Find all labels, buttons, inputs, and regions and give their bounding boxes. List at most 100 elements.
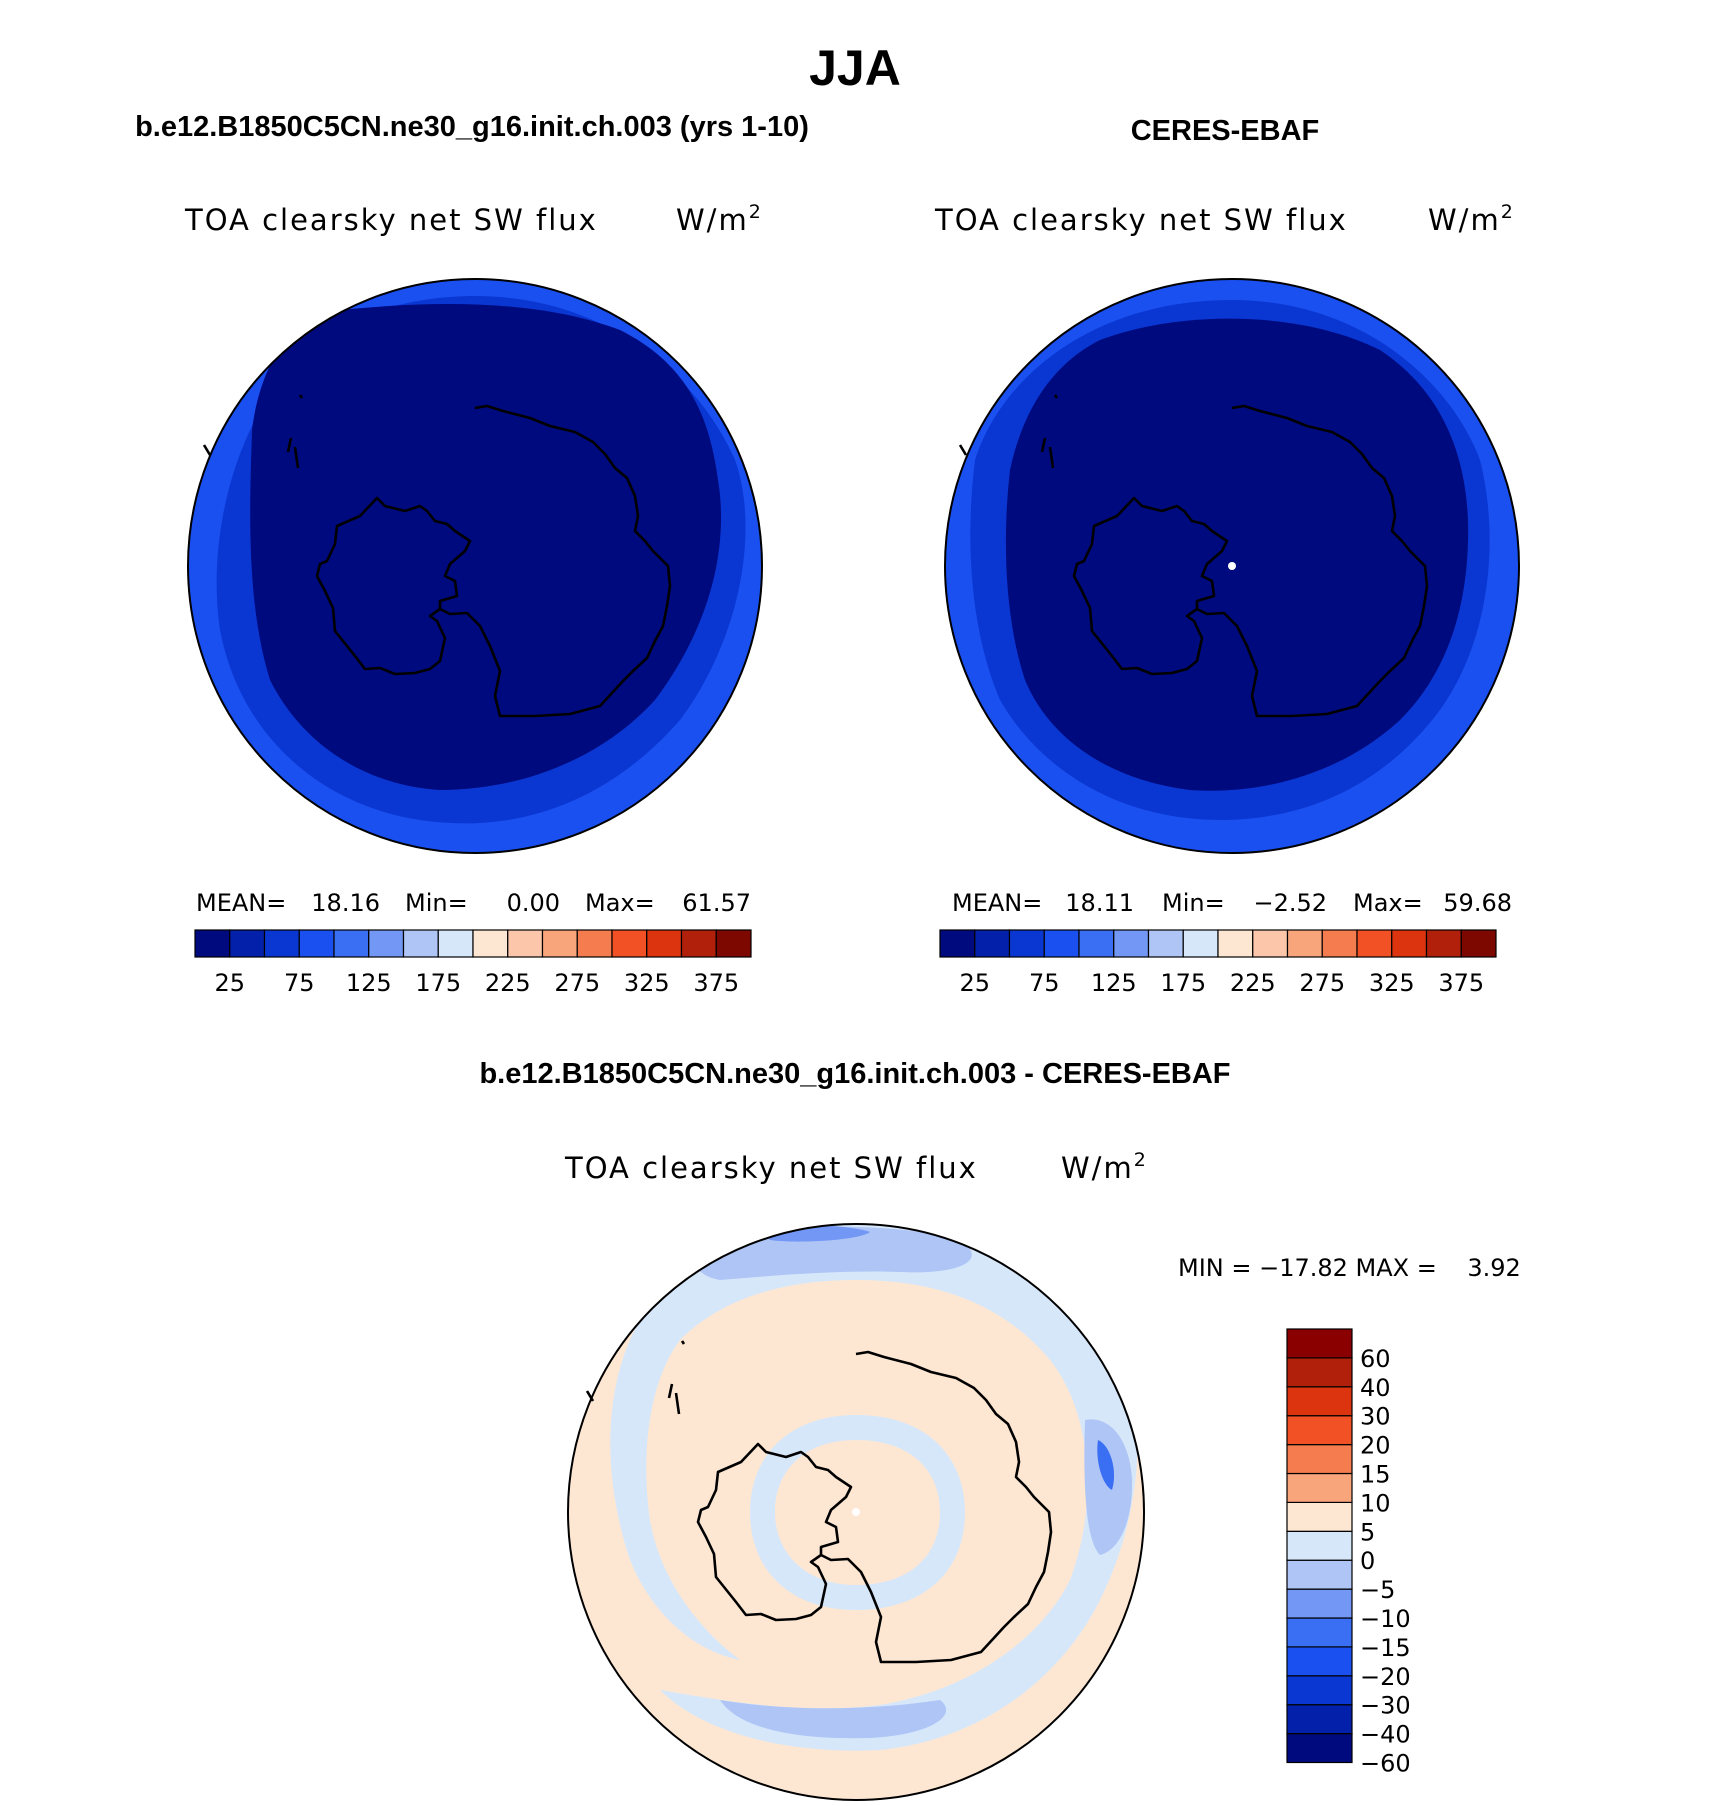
model-colorbar-tick-label: 25 [214,969,245,997]
obs-colorbar-tick-label: 325 [1369,969,1415,997]
obs-colorbar-box [1043,929,1080,958]
obs-variable-label: TOA clearsky net SW flux [934,203,1348,237]
diff-polar-map [568,1224,1144,1800]
model-colorbar-tick-label: 225 [485,969,531,997]
obs-colorbar-box [1425,929,1462,958]
obs-colorbar-tick-label: 225 [1230,969,1276,997]
diff-colorbar-box [1286,1675,1353,1706]
diff-peninsula-islands [585,1340,686,1415]
obs-colorbar-box [1078,929,1115,958]
diff-colorbar-tick-label: −5 [1360,1576,1395,1604]
diff-map-patch-dark-east [1097,1440,1115,1490]
diff-colorbar-box [1286,1530,1353,1561]
diff-colorbar-tick-label: −15 [1360,1634,1411,1662]
model-colorbar-box [402,929,439,958]
diff-colorbar-tick-label: 60 [1360,1345,1391,1373]
diff-colorbar-box [1286,1415,1353,1446]
diff-colorbar-box [1286,1646,1353,1677]
obs-colorbar-box [1356,929,1393,958]
model-colorbar-box [333,929,370,958]
diff-colorbar-tick-label: −60 [1360,1750,1411,1778]
obs-colorbar-box [1321,929,1358,958]
diff-colorbar-tick-label: 20 [1360,1432,1391,1460]
diff-units-label: W/m2 [1061,1149,1148,1185]
diff-colorbar-box [1286,1472,1353,1503]
diff-minmax: MIN = −17.82 MAX = 3.92 [1178,1254,1521,1282]
diff-colorbar-box [1286,1443,1353,1475]
model-colorbar-box [368,929,405,958]
svg-text:Max=: Max= [585,889,655,917]
svg-text:59.68: 59.68 [1443,889,1512,917]
obs-colorbar-box [939,929,976,958]
model-colorbar-box [541,929,578,958]
svg-text:MEAN=: MEAN= [196,889,286,917]
obs-colorbar-tick-label: 375 [1438,969,1484,997]
diff-colorbar-box [1286,1588,1353,1619]
svg-text:61.57: 61.57 [682,889,751,917]
diff-colorbar-tick-label: 5 [1360,1518,1375,1546]
obs-polar-map [945,279,1519,853]
model-colorbar-box [611,929,648,958]
model-variable-label: TOA clearsky net SW flux [184,203,598,237]
model-colorbar-box [472,929,509,958]
svg-text:Max=: Max= [1353,889,1423,917]
diff-panel: b.e12.B1850C5CN.ne30_g16.init.ch.003 - C… [479,1058,1521,1801]
diff-colorbar-tick-label: −10 [1360,1605,1411,1633]
svg-text:Min=: Min= [405,889,468,917]
diff-title: b.e12.B1850C5CN.ne30_g16.init.ch.003 - C… [479,1058,1230,1090]
model-colorbar-tick-label: 325 [624,969,670,997]
obs-colorbar-box [1286,929,1323,958]
diff-colorbar-tick-label: −20 [1360,1663,1411,1691]
model-colorbar-tick-label: 375 [693,969,739,997]
obs-map-interior [1005,318,1469,791]
model-colorbar: 25 75 125 175 225 275 325 375 [194,929,752,997]
obs-panel: CERES-EBAF TOA clearsky net SW flux W/m2… [934,115,1520,997]
obs-colorbar-tick-label: 25 [959,969,990,997]
obs-colorbar-tick-label: 75 [1029,969,1060,997]
diff-colorbar-box [1286,1617,1353,1648]
diff-south-pole-marker [852,1508,860,1516]
diff-map-patch-east [1084,1419,1133,1555]
model-colorbar-box [229,929,266,958]
model-colorbar-tick-label: 125 [346,969,392,997]
model-colorbar-box [507,929,544,958]
obs-map-border [944,278,1520,854]
diff-colorbar-box [1286,1732,1353,1764]
diff-map-border [567,1223,1145,1801]
svg-text:0.00: 0.00 [507,889,560,917]
diff-colorbar-box [1286,1501,1353,1532]
obs-colorbar-box [1391,929,1428,958]
obs-colorbar-box [1008,929,1045,958]
model-colorbar-box [715,929,752,958]
model-title: b.e12.B1850C5CN.ne30_g16.init.ch.003 (yr… [135,111,809,143]
diff-colorbar-box [1286,1328,1353,1359]
model-peninsula-islands [202,394,304,469]
diff-map-patch-south [720,1700,947,1739]
diff-colorbar-box [1286,1386,1353,1417]
model-colorbar-tick-label: 175 [415,969,461,997]
obs-colorbar-tick-label: 175 [1160,969,1206,997]
obs-colorbar-box [1147,929,1184,958]
diff-variable-label: TOA clearsky net SW flux [564,1151,978,1185]
obs-colorbar-box [1460,929,1497,958]
model-polar-map [188,279,762,853]
model-colorbar-box [576,929,613,958]
svg-text:18.16: 18.16 [311,889,380,917]
diff-colorbar-tick-label: −40 [1360,1721,1411,1749]
diff-colorbar-box [1286,1559,1353,1590]
obs-colorbar-box [1252,929,1289,958]
model-colorbar-box [298,929,335,958]
obs-peninsula-islands [958,394,1059,469]
obs-colorbar-box [1113,929,1150,958]
svg-text:Min=: Min= [1162,889,1225,917]
obs-units-label: W/m2 [1428,201,1515,237]
svg-text:18.11: 18.11 [1065,889,1134,917]
model-colorbar-box [646,929,683,958]
diff-colorbar-tick-label: 40 [1360,1374,1391,1402]
diff-colorbar-box [1286,1704,1353,1735]
svg-text:MEAN=: MEAN= [952,889,1042,917]
model-colorbar-tick-label: 275 [554,969,600,997]
model-stats: MEAN= 18.16 Min= 0.00 Max= 61.57 [196,889,751,917]
diff-colorbar-tick-label: 15 [1360,1461,1391,1489]
